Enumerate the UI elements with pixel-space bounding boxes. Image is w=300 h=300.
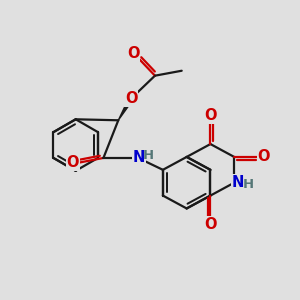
Text: O: O — [258, 149, 270, 164]
Text: N: N — [232, 175, 244, 190]
Polygon shape — [118, 97, 133, 120]
Text: H: H — [142, 149, 154, 162]
Text: O: O — [204, 108, 217, 123]
Text: O: O — [67, 155, 79, 170]
Text: N: N — [133, 150, 145, 165]
Text: O: O — [127, 46, 140, 62]
Text: O: O — [204, 217, 217, 232]
Text: H: H — [242, 178, 253, 191]
Text: O: O — [125, 91, 137, 106]
